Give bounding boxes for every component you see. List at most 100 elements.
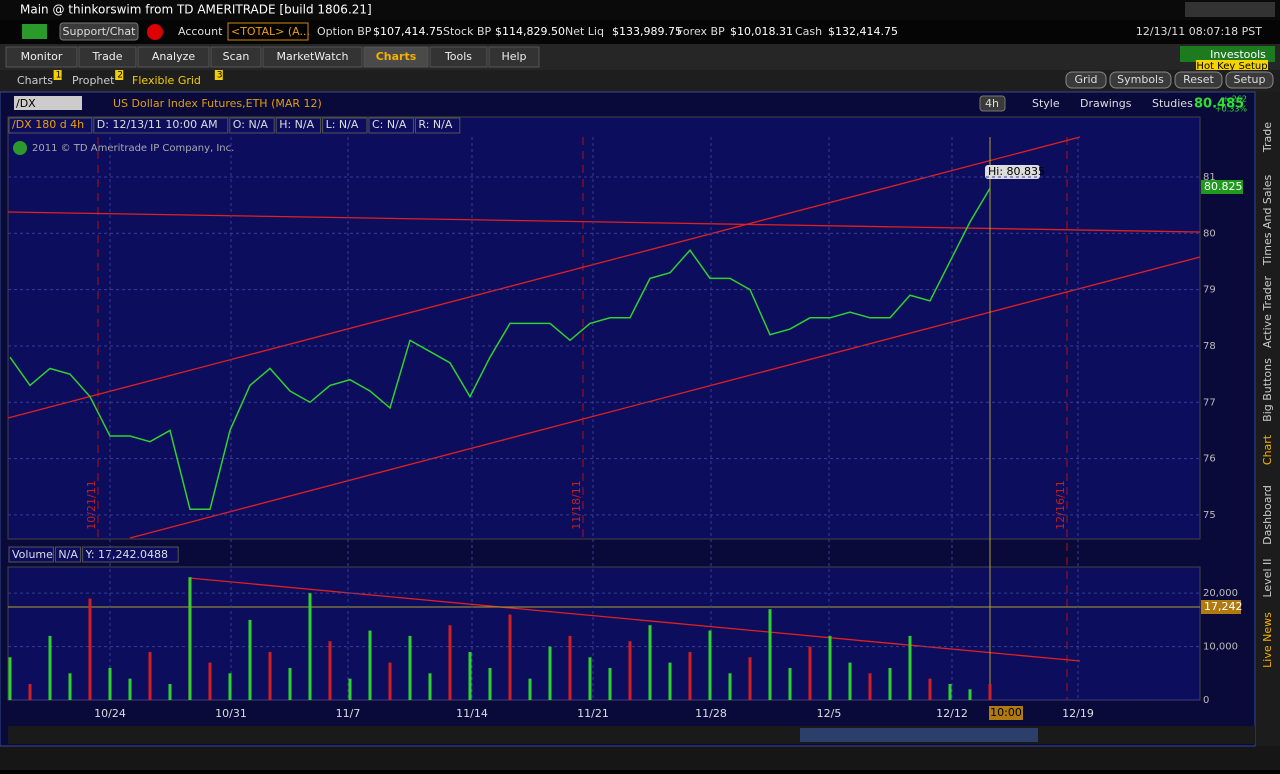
- subtab[interactable]: Charts: [17, 74, 53, 87]
- pm-badge: [22, 24, 47, 39]
- style[interactable]: Style: [1032, 97, 1060, 110]
- value: $114,829.50: [495, 25, 565, 38]
- volume-bar: [588, 657, 592, 700]
- scroll-thumb[interactable]: [800, 728, 1038, 742]
- investools[interactable]: Investools: [1210, 48, 1266, 61]
- info-cell: [229, 117, 275, 134]
- tab-bg[interactable]: [137, 46, 210, 68]
- tab[interactable]: Analyze: [152, 50, 196, 63]
- price-plot: [7, 116, 1201, 540]
- agg-button[interactable]: [979, 95, 1006, 112]
- side-tab[interactable]: Live News: [1261, 612, 1274, 668]
- toolbar-button[interactable]: [1174, 71, 1223, 89]
- info-cell: [93, 117, 229, 134]
- volume-bar: [8, 657, 12, 700]
- volume-bar: [948, 683, 952, 700]
- drawings[interactable]: Drawings: [1080, 97, 1132, 110]
- side-tab[interactable]: Trade: [1261, 122, 1274, 153]
- window-controls[interactable]: [1185, 2, 1275, 17]
- volume-bar: [68, 673, 72, 700]
- side-panel: [1256, 92, 1280, 746]
- volume-bar: [328, 641, 332, 700]
- x-tick-label: 12/19: [1062, 707, 1094, 720]
- volume-bar: [788, 667, 792, 700]
- aggregation[interactable]: 4h: [985, 97, 999, 110]
- info-text: D: 12/13/11 10:00 AM: [97, 118, 218, 131]
- trendlines: [7, 136, 1201, 700]
- tab-bg[interactable]: [78, 46, 137, 68]
- toolbar-label[interactable]: Reset: [1183, 73, 1214, 86]
- volume-bar: [208, 662, 212, 700]
- info-icon[interactable]: [13, 141, 27, 155]
- tab[interactable]: Trade: [91, 50, 122, 63]
- scrollbar[interactable]: [8, 726, 1255, 744]
- symbol[interactable]: /DX: [16, 97, 36, 110]
- account[interactable]: <TOTAL> (A...: [231, 25, 310, 38]
- volume-bar: [628, 641, 632, 700]
- info-text: /DX 180 d 4h: [12, 118, 84, 131]
- volume-bar: [408, 635, 412, 700]
- hi-label: Hi: 80.835: [988, 165, 1045, 178]
- time-marker-box: [989, 706, 1023, 720]
- volume-bar: [928, 678, 932, 700]
- toolbar-button[interactable]: [1225, 71, 1274, 89]
- toolbar-label[interactable]: Grid: [1074, 73, 1097, 86]
- clock: 12/13/11 08:07:18 PST: [1136, 25, 1262, 38]
- label: Stock BP: [443, 25, 491, 38]
- volume-bar: [148, 651, 152, 700]
- tab-bg[interactable]: [5, 46, 78, 68]
- toolbar-button[interactable]: [1109, 71, 1172, 89]
- side-tab[interactable]: Dashboard: [1261, 485, 1274, 545]
- label: Cash: [795, 25, 822, 38]
- y-tick-label: 20,000: [1203, 588, 1238, 599]
- volume-bar: [908, 635, 912, 700]
- subtab-num-bg: [115, 70, 124, 80]
- volume-bar: [188, 577, 192, 700]
- volume-marker-box: [1201, 600, 1241, 614]
- side-tab[interactable]: Active Trader: [1261, 275, 1274, 348]
- toolbar-button[interactable]: [1065, 71, 1107, 89]
- side-tab[interactable]: Big Buttons: [1261, 358, 1274, 422]
- tab-bg[interactable]: [488, 46, 540, 68]
- subtab[interactable]: Prophet: [72, 74, 115, 87]
- tab[interactable]: Monitor: [21, 50, 63, 63]
- info-text: L: N/A: [326, 118, 359, 131]
- volume-bar: [348, 678, 352, 700]
- subtab[interactable]: Flexible Grid: [132, 74, 201, 87]
- support-button[interactable]: [59, 22, 139, 41]
- volume-bar: [308, 593, 312, 700]
- tab-bg[interactable]: [363, 46, 429, 68]
- hotkey-tip: [1196, 60, 1268, 72]
- info-text: R: N/A: [418, 118, 452, 131]
- subtab-num: 2: [117, 71, 123, 81]
- symbol-box[interactable]: [14, 96, 82, 110]
- trendline: [7, 211, 1201, 233]
- volume-bar: [968, 689, 972, 700]
- x-tick-label: 11/28: [695, 707, 727, 720]
- tab[interactable]: Charts: [376, 50, 417, 63]
- volume-bar: [168, 683, 172, 700]
- tab[interactable]: MarketWatch: [276, 50, 348, 63]
- volume-info-cell: [54, 546, 82, 563]
- account-select[interactable]: [227, 22, 309, 41]
- side-tab[interactable]: Chart: [1261, 434, 1274, 465]
- investools-button[interactable]: [1180, 46, 1275, 62]
- tab-bg[interactable]: [210, 46, 262, 68]
- tab-bg[interactable]: [429, 46, 488, 68]
- support[interactable]: Support/Chat: [63, 25, 137, 38]
- tab[interactable]: Help: [501, 50, 526, 63]
- alert-icon[interactable]: [147, 24, 163, 40]
- info-cell: [368, 117, 414, 134]
- y-tick-label: 81: [1203, 172, 1216, 183]
- y-tick-label: 76: [1203, 454, 1216, 465]
- tab-bg[interactable]: [262, 46, 363, 68]
- toolbar-label[interactable]: Symbols: [1117, 73, 1164, 86]
- toolbar-label[interactable]: Setup: [1233, 73, 1265, 86]
- side-tab[interactable]: Times And Sales: [1261, 175, 1274, 267]
- trendline: [7, 136, 1081, 419]
- tab[interactable]: Scan: [223, 50, 250, 63]
- tab[interactable]: Tools: [444, 50, 472, 63]
- studies[interactable]: Studies: [1152, 97, 1193, 110]
- volume-bar: [808, 646, 812, 700]
- side-tab[interactable]: Level II: [1261, 558, 1274, 597]
